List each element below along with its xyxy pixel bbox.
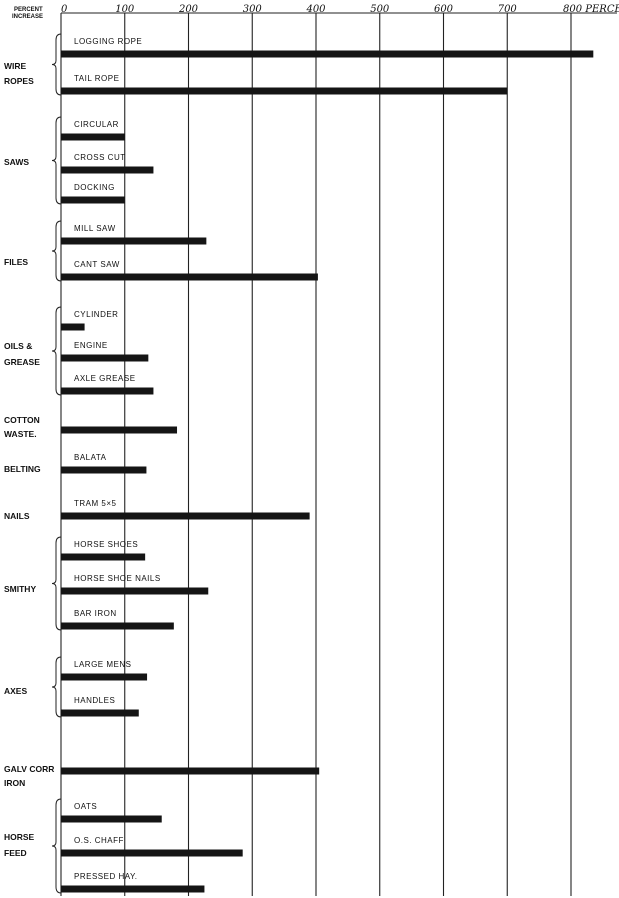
bar-label-10-1: O.S. CHAFF <box>74 836 124 845</box>
group-label-0-1: ROPES <box>4 76 34 86</box>
tick-label-700: 700 <box>498 4 518 15</box>
group-label-3-0: OILS & <box>4 341 32 351</box>
bar-7-2 <box>61 622 174 630</box>
group-label-1-0: SAWS <box>4 157 29 167</box>
group-brace-2 <box>51 220 62 282</box>
bar-2-1 <box>61 273 318 281</box>
bar-label-2-0: MILL SAW <box>74 224 116 233</box>
bar-label-5-0: BALATA <box>74 453 107 462</box>
group-brace-8 <box>51 656 62 718</box>
group-label-5-0: BELTING <box>4 464 41 474</box>
group-label-9-1: IRON <box>4 778 25 788</box>
tick-label-400: 400 <box>305 4 326 15</box>
group-brace-10 <box>51 798 62 894</box>
bar-3-2 <box>61 387 154 395</box>
group-label-4-1: WASTE. <box>4 429 37 439</box>
bar-9-0 <box>61 767 320 775</box>
bar-label-7-1: HORSE SHOE NAILS <box>74 574 161 583</box>
group-label-6-0: NAILS <box>4 511 30 521</box>
group-label-2-0: FILES <box>4 257 28 267</box>
bar-2-0 <box>61 237 207 245</box>
bar-7-0 <box>61 553 146 561</box>
group-label-0-0: WIRE <box>4 61 27 71</box>
group-label-3-1: GREASE <box>4 357 40 367</box>
bar-label-1-0: CIRCULAR <box>74 120 119 129</box>
bar-label-0-0: LOGGING ROPE <box>74 37 142 46</box>
bar-label-7-2: BAR IRON <box>74 609 117 618</box>
bar-8-1 <box>61 709 139 717</box>
bar-0-0 <box>61 50 594 58</box>
bar-label-3-2: AXLE GREASE <box>74 374 136 383</box>
bar-1-0 <box>61 133 125 141</box>
tick-label-0: 0 <box>61 4 68 15</box>
bar-10-0 <box>61 815 162 823</box>
bar-0-1 <box>61 87 508 95</box>
group-label-4-0: COTTON <box>4 415 40 425</box>
bar-1-2 <box>61 196 125 204</box>
bar-7-1 <box>61 587 209 595</box>
group-brace-7 <box>51 536 62 631</box>
bar-5-0 <box>61 466 147 474</box>
group-label-9-0: GALV CORR <box>4 764 54 774</box>
bar-3-0 <box>61 323 85 331</box>
tick-label-600: 600 <box>434 4 454 15</box>
group-brace-3 <box>51 306 62 396</box>
group-label-7-0: SMITHY <box>4 584 36 594</box>
bar-label-10-0: OATS <box>74 802 97 811</box>
bar-3-1 <box>61 354 149 362</box>
bar-label-6-0: TRAM 5×5 <box>74 499 117 508</box>
bar-8-0 <box>61 673 148 681</box>
bar-label-8-0: LARGE MENS <box>74 660 131 669</box>
axis-title-line-2: INCREASE <box>12 14 43 20</box>
group-label-10-0: HORSE <box>4 832 35 842</box>
bar-4-0 <box>61 426 178 434</box>
tick-label-500: 500 <box>370 4 390 15</box>
bar-6-0 <box>61 512 310 520</box>
bar-label-8-1: HANDLES <box>74 696 115 705</box>
bar-label-2-1: CANT SAW <box>74 260 120 269</box>
tick-label-300: 300 <box>243 4 263 15</box>
axis-title-line-1: PERCENT <box>14 7 43 13</box>
group-brace-0 <box>51 33 62 96</box>
tick-label-200: 200 <box>178 4 199 15</box>
group-brace-1 <box>51 116 62 205</box>
bar-label-7-0: HORSE SHOES <box>74 540 138 549</box>
bar-10-1 <box>61 849 243 857</box>
group-label-10-1: FEED <box>4 848 27 858</box>
tick-label-800: 800 PERCENT <box>563 4 619 15</box>
bar-label-1-2: DOCKING <box>74 183 115 192</box>
bar-label-1-1: CROSS CUT <box>74 153 126 162</box>
bar-label-3-1: ENGINE <box>74 341 108 350</box>
bar-1-1 <box>61 166 154 174</box>
bar-label-3-0: CYLINDER <box>74 310 118 319</box>
bar-10-2 <box>61 885 205 893</box>
group-label-8-0: AXES <box>4 686 27 696</box>
bar-label-0-1: TAIL ROPE <box>74 74 119 83</box>
tick-label-100: 100 <box>115 4 135 15</box>
bar-label-10-2: PRESSED HAY. <box>74 872 138 881</box>
